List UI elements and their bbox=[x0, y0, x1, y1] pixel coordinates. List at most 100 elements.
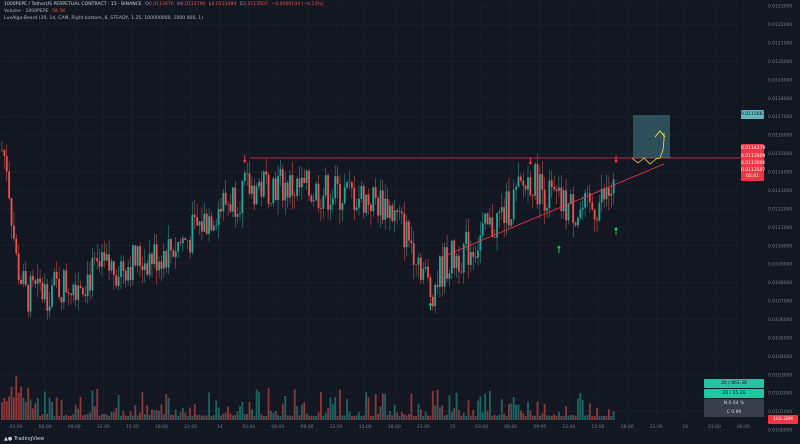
time-tick-label: 12:00 bbox=[562, 424, 575, 430]
candle-body bbox=[446, 247, 448, 279]
volume-bar bbox=[231, 415, 234, 420]
candle-body bbox=[498, 211, 501, 214]
volume-bar bbox=[167, 397, 170, 420]
candle-body bbox=[434, 284, 437, 307]
price-tick-label: 0.0110000 bbox=[768, 243, 792, 249]
volume-bar bbox=[262, 415, 265, 420]
candle-body bbox=[612, 179, 615, 194]
time-tick-label: 06:00 bbox=[271, 424, 284, 430]
candle-body bbox=[462, 244, 465, 273]
candle-body bbox=[13, 225, 15, 239]
volume-bar bbox=[70, 415, 72, 420]
candle-body bbox=[286, 182, 289, 198]
candle-body bbox=[608, 187, 610, 196]
volume-bar bbox=[303, 402, 306, 420]
volume-bar bbox=[341, 415, 344, 420]
volume-bar bbox=[469, 415, 472, 420]
volume-bar bbox=[222, 413, 225, 420]
candle-body bbox=[555, 189, 558, 191]
volume-bar bbox=[367, 397, 370, 420]
candle-body bbox=[20, 280, 22, 284]
candle-body bbox=[170, 239, 172, 251]
price-tick-label: 0.0108000 bbox=[768, 280, 792, 286]
candle-body bbox=[77, 285, 80, 300]
chart-grid bbox=[0, 0, 744, 431]
volume-bar bbox=[550, 415, 553, 420]
volume-bar bbox=[472, 409, 475, 420]
volume-bar bbox=[153, 410, 156, 420]
candle-body bbox=[136, 246, 139, 266]
volume-bar bbox=[370, 415, 372, 420]
tradingview-logo[interactable]: ▲● TradingView bbox=[4, 436, 45, 442]
volume-bar bbox=[405, 415, 408, 420]
volume-bar bbox=[436, 389, 439, 420]
time-tick-label: 15 bbox=[450, 424, 456, 430]
volume-bar bbox=[65, 414, 68, 420]
candle-body bbox=[370, 204, 372, 212]
candle-body bbox=[334, 176, 337, 199]
candle-body bbox=[436, 284, 439, 288]
volume-bar bbox=[251, 408, 253, 420]
candle-body bbox=[522, 180, 525, 186]
legend-ohlc: 1000PEPE / TetherUS PERPETUAL CONTRACT ·… bbox=[4, 2, 324, 7]
volume-bar bbox=[284, 396, 287, 420]
candle-body bbox=[279, 169, 282, 176]
volume-bar bbox=[253, 415, 256, 420]
volume-bar bbox=[98, 415, 101, 420]
volume-bar bbox=[286, 415, 289, 420]
candle-body bbox=[58, 278, 61, 298]
candle-body bbox=[517, 176, 520, 187]
volume-bar bbox=[331, 404, 334, 420]
candle-body bbox=[510, 219, 513, 226]
price-tick-label: 0.0115000 bbox=[768, 151, 792, 157]
candle-body bbox=[360, 185, 363, 199]
resistance-price-label: 0.0114279 bbox=[741, 144, 766, 153]
volume-bar bbox=[212, 415, 215, 420]
candle-body bbox=[396, 210, 398, 213]
candle-body bbox=[274, 178, 277, 201]
candle-body bbox=[129, 266, 132, 281]
candle-body bbox=[391, 205, 394, 221]
volume-bar bbox=[498, 414, 501, 420]
volume-bar bbox=[298, 415, 301, 420]
volume-price-label: 103.28M bbox=[768, 415, 798, 424]
candle-body bbox=[577, 217, 579, 226]
volume-bar bbox=[396, 412, 398, 420]
candle-body bbox=[65, 270, 68, 293]
candle-body bbox=[322, 195, 325, 209]
volume-bar bbox=[243, 414, 246, 420]
volume-bar bbox=[110, 411, 113, 420]
volume-bar bbox=[348, 411, 351, 420]
volume-bar bbox=[224, 412, 227, 420]
volume-bar bbox=[43, 391, 46, 420]
candle-body bbox=[79, 285, 82, 288]
candlestick-series bbox=[1, 141, 615, 320]
volume-bar bbox=[93, 406, 96, 420]
volume-bar bbox=[505, 415, 508, 420]
bar-countdown-label: 05:41 bbox=[741, 172, 764, 181]
price-tick-label: 0.0107000 bbox=[768, 299, 792, 305]
volume-bar bbox=[184, 412, 187, 420]
time-tick-label: 06:00 bbox=[39, 424, 52, 430]
volume-bar bbox=[512, 396, 515, 420]
volume-bar bbox=[177, 415, 180, 420]
candle-body bbox=[596, 219, 598, 221]
volume-bar bbox=[574, 415, 577, 420]
volume-bar bbox=[29, 399, 32, 420]
volume-bar bbox=[46, 413, 49, 420]
candle-body bbox=[251, 185, 253, 194]
volume-bar bbox=[82, 415, 84, 420]
candle-body bbox=[553, 187, 556, 190]
volume-bar bbox=[124, 415, 127, 420]
price-tick-label: 0.0109000 bbox=[768, 262, 792, 268]
volume-bar bbox=[322, 415, 325, 420]
candle-body bbox=[534, 164, 537, 196]
candle-body bbox=[277, 175, 279, 201]
last-price-label: 0.0113507 bbox=[741, 166, 766, 175]
candle-body bbox=[203, 213, 206, 232]
volume-bar bbox=[379, 406, 382, 420]
volume-bar bbox=[196, 415, 199, 420]
projection-arrow-icon bbox=[654, 130, 666, 138]
candle-body bbox=[101, 252, 103, 267]
